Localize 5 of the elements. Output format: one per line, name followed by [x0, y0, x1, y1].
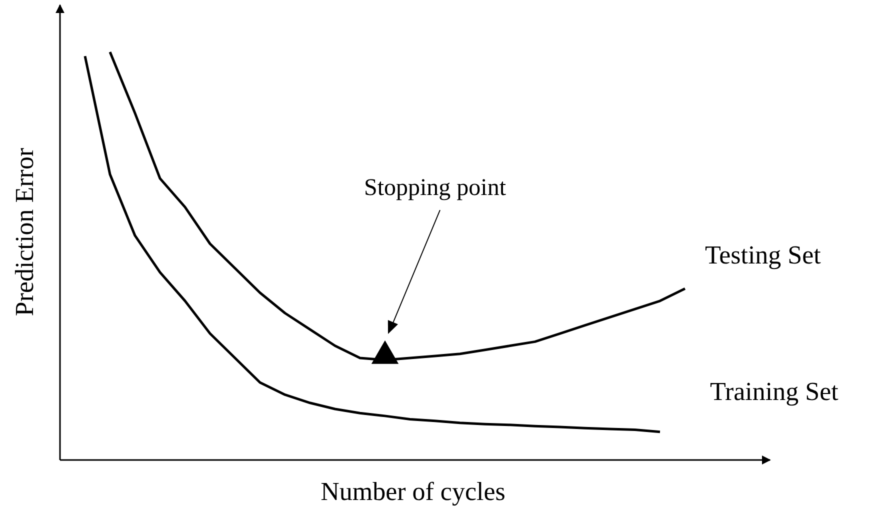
text: Training Set: [710, 376, 840, 406]
x-axis-title: Number of cycles: [320, 477, 506, 506]
annotation: Stopping point: [364, 175, 506, 201]
series-label: Testing Set: [705, 240, 822, 270]
y-axis-title: Prediction Error: [10, 148, 39, 316]
